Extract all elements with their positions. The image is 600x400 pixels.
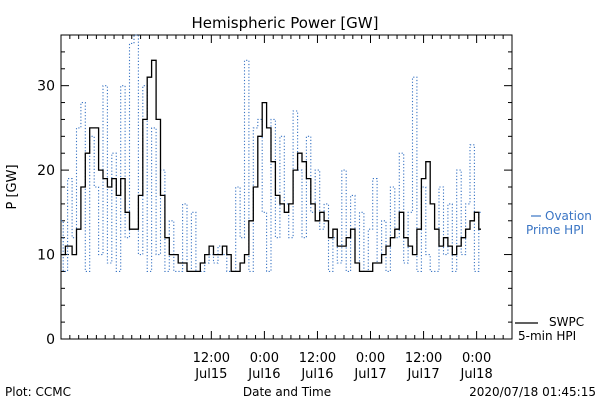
x-tick-label-date: Jul15: [194, 367, 227, 382]
x-tick-label-date: Jul16: [247, 367, 280, 382]
y-tick-label: 0: [46, 332, 55, 348]
legend-ovation: Ovation Prime HPI: [526, 209, 592, 237]
x-tick-label-date: Jul18: [460, 367, 493, 382]
x-tick-label-time: 0:00: [462, 351, 491, 366]
chart-title: Hemispheric Power [GW]: [192, 14, 379, 32]
legend-ovation-label-line1: Ovation: [545, 209, 592, 223]
legend-ovation-label-line2: Prime HPI: [526, 223, 584, 237]
swpc-series-line: [61, 59, 481, 273]
y-axis: 0 10 20 30: [37, 51, 512, 348]
series-layer: [61, 34, 481, 273]
x-tick-label-time: 0:00: [250, 351, 279, 366]
legend-swpc-label-line1: SWPC: [549, 315, 584, 329]
y-axis-label: P [GW]: [5, 164, 20, 209]
plot-frame: [60, 34, 513, 340]
y-tick-label: 30: [37, 79, 55, 95]
x-tick-label-date: Jul17: [406, 367, 439, 382]
y-tick-label: 20: [37, 163, 55, 179]
x-tick-label-date: Jul17: [353, 367, 386, 382]
legend-swpc: SWPC 5-min HPI: [515, 315, 584, 343]
footer-plot-credit: Plot: CCMC: [5, 385, 71, 399]
x-tick-label-time: 0:00: [356, 351, 385, 366]
x-tick-label-date: Jul16: [300, 367, 333, 382]
legend-swpc-label-line2: 5-min HPI: [518, 329, 576, 343]
x-tick-label-time: 12:00: [299, 351, 336, 366]
x-axis: 12:00Jul150:00Jul1612:00Jul160:00Jul1712…: [69, 35, 504, 382]
x-tick-label-time: 12:00: [193, 351, 230, 366]
footer-timestamp: 2020/07/18 01:45:15: [469, 385, 596, 399]
x-tick-label-time: 12:00: [405, 351, 442, 366]
y-tick-label: 10: [37, 248, 55, 264]
x-axis-label: Date and Time: [243, 385, 331, 399]
